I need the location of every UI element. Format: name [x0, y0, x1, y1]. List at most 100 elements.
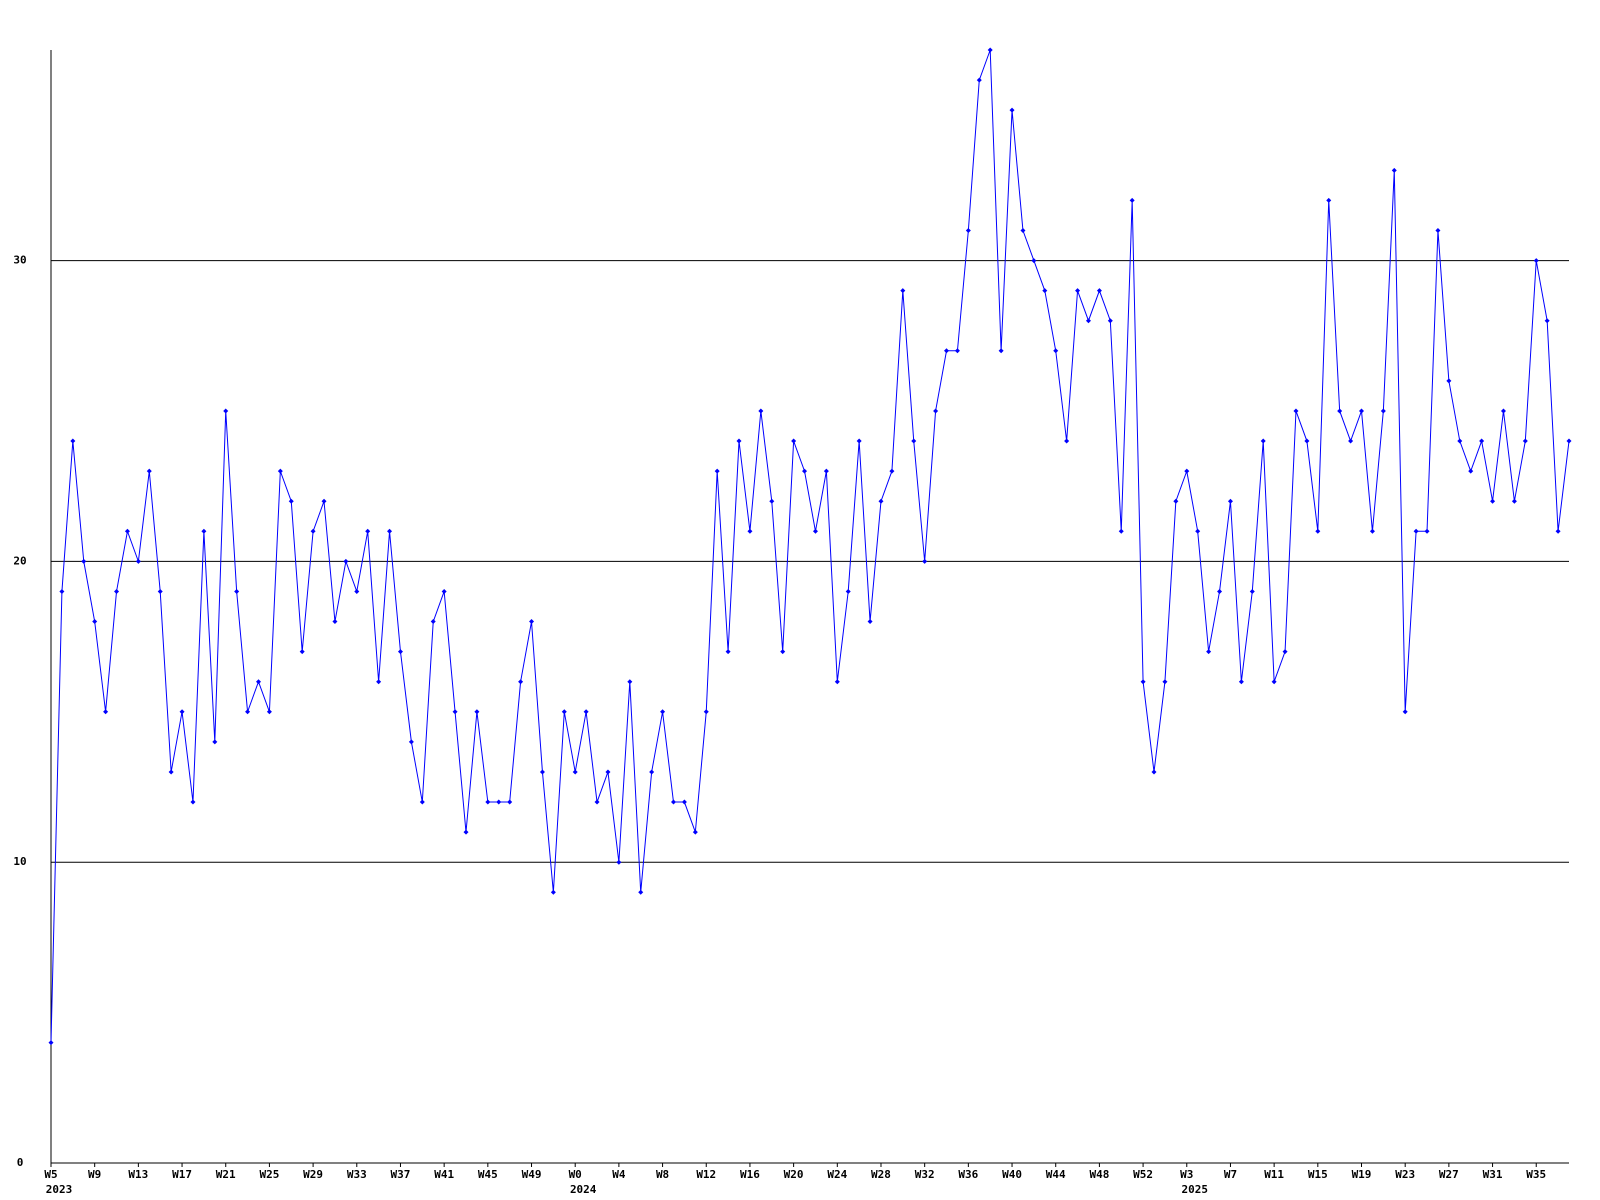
data-point [190, 799, 196, 805]
data-point [627, 679, 633, 685]
data-point [343, 558, 349, 564]
data-point [998, 348, 1004, 354]
data-point [594, 799, 600, 805]
data-point [507, 799, 513, 805]
data-point [1260, 438, 1266, 444]
data-point [900, 288, 906, 294]
data-point [48, 1040, 54, 1046]
data-point [1195, 528, 1201, 534]
data-point [1118, 528, 1124, 534]
data-point [114, 588, 120, 594]
y-tick-label: 30 [13, 254, 26, 267]
data-point [747, 528, 753, 534]
x-tick-label: W28 [871, 1168, 891, 1181]
data-point [1337, 408, 1343, 414]
data-point [1457, 438, 1463, 444]
data-point [802, 468, 808, 474]
data-point [365, 528, 371, 534]
x-tick-label: W33 [347, 1168, 367, 1181]
x-tick-label: W27 [1439, 1168, 1459, 1181]
data-point [834, 679, 840, 685]
data-point [397, 649, 403, 655]
data-point [321, 498, 327, 504]
data-point [1326, 197, 1332, 203]
data-point [976, 77, 982, 83]
data-point [845, 588, 851, 594]
x-tick-label: W36 [958, 1168, 978, 1181]
data-point [1468, 468, 1474, 474]
data-point [823, 468, 829, 474]
data-point [769, 498, 775, 504]
data-point [463, 829, 469, 835]
data-point [649, 769, 655, 775]
data-point [332, 619, 338, 625]
y-tick-label: 0 [17, 1156, 24, 1169]
x-tick-label: W45 [478, 1168, 498, 1181]
data-point [605, 769, 611, 775]
data-point [245, 709, 251, 715]
data-point [878, 498, 884, 504]
x-tick-label: W31 [1483, 1168, 1503, 1181]
data-point [529, 619, 535, 625]
data-point [92, 619, 98, 625]
x-tick-label: W20 [784, 1168, 804, 1181]
data-point [1227, 498, 1233, 504]
data-point [430, 619, 436, 625]
x-tick-label: W41 [434, 1168, 454, 1181]
data-point [1162, 679, 1168, 685]
x-tick-label: W52 [1133, 1168, 1153, 1181]
data-point [1020, 227, 1026, 233]
data-point [1096, 288, 1102, 294]
data-point [157, 588, 163, 594]
data-point [1031, 258, 1037, 264]
data-point [59, 588, 65, 594]
data-point [255, 679, 261, 685]
data-point [212, 739, 218, 745]
x-tick-label: W5 [44, 1168, 57, 1181]
x-tick-label: W48 [1089, 1168, 1109, 1181]
data-point [135, 558, 141, 564]
data-point [310, 528, 316, 534]
data-point [714, 468, 720, 474]
x-tick-label: W49 [522, 1168, 542, 1181]
data-point [266, 709, 272, 715]
data-point [103, 709, 109, 715]
data-point [889, 468, 895, 474]
data-point [1413, 528, 1419, 534]
data-point [1435, 227, 1441, 233]
x-tick-label: W16 [740, 1168, 760, 1181]
data-point [736, 438, 742, 444]
data-point [1369, 528, 1375, 534]
data-point [70, 438, 76, 444]
x-tick-label: W9 [88, 1168, 101, 1181]
data-point [485, 799, 491, 805]
x-tick-label: W23 [1395, 1168, 1415, 1181]
data-point [376, 679, 382, 685]
data-point [1064, 438, 1070, 444]
x-tick-label: W0 [569, 1168, 582, 1181]
x-tick-label: W7 [1224, 1168, 1237, 1181]
data-point [681, 799, 687, 805]
data-point [299, 649, 305, 655]
data-point [1555, 528, 1561, 534]
data-point [1391, 167, 1397, 173]
data-point [277, 468, 283, 474]
x-tick-label: W13 [128, 1168, 148, 1181]
x-tick-label: W17 [172, 1168, 192, 1181]
x-tick-label: W25 [259, 1168, 279, 1181]
data-point [1129, 197, 1135, 203]
x-year-label: 2024 [570, 1183, 597, 1196]
x-tick-label: W12 [696, 1168, 716, 1181]
data-point [692, 829, 698, 835]
data-point [911, 438, 917, 444]
data-point [1293, 408, 1299, 414]
data-point [1490, 498, 1496, 504]
y-tick-label: 20 [13, 554, 26, 567]
x-tick-label: W4 [612, 1168, 626, 1181]
data-point [780, 649, 786, 655]
data-point [944, 348, 950, 354]
data-point [1271, 679, 1277, 685]
x-tick-label: W11 [1264, 1168, 1284, 1181]
